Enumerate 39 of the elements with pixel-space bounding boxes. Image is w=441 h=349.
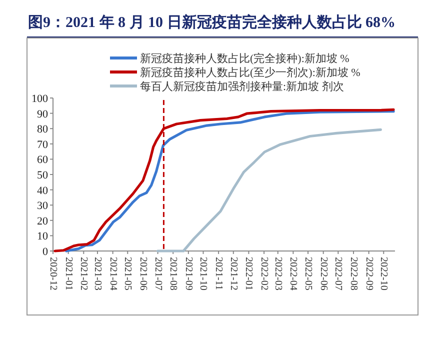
y-tick-label: 60 xyxy=(37,154,48,166)
y-tick-label: 80 xyxy=(37,124,48,136)
x-tick-label: 2021-07 xyxy=(152,257,164,290)
legend-label: 新冠疫苗接种人数占比(完全接种):新加坡 % xyxy=(140,52,350,65)
x-tick-label: 2021-02 xyxy=(78,257,90,290)
x-tick-label: 2021-08 xyxy=(168,257,179,290)
line-series xyxy=(156,128,382,252)
y-tick-label: 50 xyxy=(37,170,48,182)
x-tick-label: 2021-05 xyxy=(122,257,134,290)
x-tick-label: 2021-11 xyxy=(213,257,224,290)
y-tick-label: 30 xyxy=(37,200,48,212)
x-tick-label: 2022-03 xyxy=(272,257,284,290)
x-tick-label: 2022-09 xyxy=(363,257,374,290)
x-tick-label: 2021-10 xyxy=(198,257,209,290)
chart-title: 图9：2021 年 8 月 10 日新冠疫苗完全接种人数占比 68% xyxy=(28,13,396,31)
x-tick-label: 2021-03 xyxy=(92,257,103,290)
y-tick-label: 90 xyxy=(37,108,48,120)
x-tick-label: 2021-01 xyxy=(62,257,74,290)
x-tick-label: 2021-09 xyxy=(182,257,194,290)
y-tick-label: 100 xyxy=(32,93,48,105)
x-tick-label: 2021-12 xyxy=(228,257,239,290)
x-tick-label: 2021-04 xyxy=(107,257,118,290)
x-tick-label: 2022-08 xyxy=(348,257,359,290)
legend-label: 每百人新冠疫苗加强剂接种量:新加坡 剂次 xyxy=(140,80,344,93)
x-tick-label: 2021-06 xyxy=(137,257,148,290)
y-tick-label: 20 xyxy=(37,215,48,228)
y-tick-label: 40 xyxy=(37,184,48,197)
x-tick-label: 2022-10 xyxy=(378,257,390,290)
x-tick-label: 2022-02 xyxy=(258,257,270,290)
x-tick-label: 2022-07 xyxy=(332,257,344,290)
y-tick-label: 70 xyxy=(37,138,48,151)
x-tick-label: 2020-12 xyxy=(48,257,58,290)
y-tick-label: 0 xyxy=(42,246,48,258)
y-tick-label: 10 xyxy=(37,230,48,243)
x-tick-label: 2022-04 xyxy=(288,257,299,290)
x-tick-label: 2022-06 xyxy=(318,257,329,290)
legend-label: 新冠疫苗接种人数占比(至少一剂次):新加坡 % xyxy=(140,66,360,79)
x-tick-label: 2022-05 xyxy=(302,257,314,290)
x-tick-label: 2022-01 xyxy=(243,257,254,290)
